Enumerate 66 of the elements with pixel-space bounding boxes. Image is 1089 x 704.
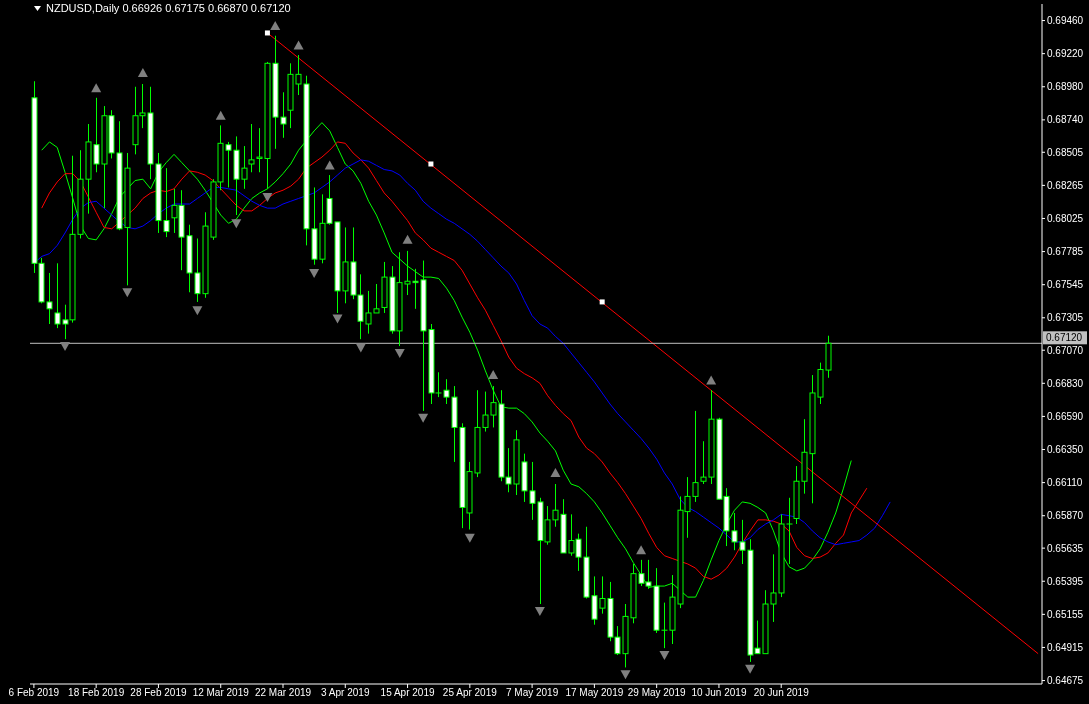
point — [270, 21, 281, 31]
point — [534, 606, 545, 616]
point — [706, 375, 717, 385]
point — [262, 193, 273, 203]
y-tick-label: 0.68265 — [1047, 179, 1084, 191]
y-tick-label: 0.67785 — [1047, 246, 1084, 258]
point — [137, 67, 148, 77]
ref-line-label: 0.67120 — [1046, 332, 1083, 344]
y-tick-label: 0.65395 — [1047, 575, 1084, 587]
x-tick-label: 6 Feb 2019 — [8, 687, 60, 699]
point — [464, 533, 475, 543]
point — [620, 670, 631, 680]
candlestick — [248, 123, 255, 173]
y-tick-label: 0.69220 — [1047, 48, 1084, 60]
x-tick-label: 3 Apr 2019 — [321, 687, 370, 699]
y-tick-label: 0.66110 — [1047, 477, 1083, 489]
point — [332, 314, 343, 324]
y-tick-label: 0.68025 — [1047, 213, 1084, 225]
x-tick-label: 10 Jun 2019 — [691, 687, 747, 699]
x-tick-label: 20 Jun 2019 — [753, 687, 810, 699]
x-tick-label: 25 Apr 2019 — [442, 687, 498, 699]
y-tick-label: 0.67070 — [1047, 344, 1084, 356]
point — [402, 234, 413, 244]
x-tick-label: 7 May 2019 — [505, 687, 559, 699]
y-tick-label: 0.66350 — [1047, 444, 1084, 456]
point — [264, 30, 270, 36]
x-tick-label: 17 May 2019 — [565, 687, 624, 699]
chart-title: NZDUSD,Daily 0.66926 0.67175 0.66870 0.67120 — [46, 2, 291, 14]
point — [394, 348, 405, 358]
point — [324, 160, 335, 170]
y-tick-label: 0.69460 — [1047, 15, 1084, 27]
y-tick-label: 0.64915 — [1047, 642, 1084, 653]
point — [122, 288, 133, 298]
point — [428, 161, 434, 167]
x-tick-label: 29 May 2019 — [627, 687, 686, 699]
y-tick-label: 0.65155 — [1047, 608, 1084, 620]
x-tick-label: 28 Feb 2019 — [130, 687, 187, 699]
y-tick-label: 0.65870 — [1047, 510, 1084, 522]
point — [488, 370, 499, 380]
point — [60, 342, 71, 352]
x-tick-label: 18 Feb 2019 — [68, 687, 125, 699]
point — [599, 299, 605, 305]
point — [293, 40, 304, 50]
point — [659, 651, 670, 661]
y-tick-label: 0.64675 — [1047, 675, 1084, 687]
point — [355, 343, 366, 353]
point — [636, 545, 647, 555]
y-tick-label: 0.66830 — [1047, 377, 1084, 389]
y-tick-label: 0.67545 — [1047, 279, 1084, 291]
y-tick-label: 0.68505 — [1047, 146, 1084, 158]
point — [215, 110, 226, 120]
point — [192, 306, 203, 316]
point — [91, 83, 102, 93]
y-tick-label: 0.67305 — [1047, 312, 1084, 324]
point — [418, 413, 429, 423]
y-tick-label: 0.68980 — [1047, 81, 1084, 93]
y-tick-label: 0.65635 — [1047, 542, 1084, 554]
point — [745, 664, 756, 674]
point — [309, 268, 320, 278]
x-tick-label: 15 Apr 2019 — [380, 687, 435, 699]
x-tick-label: 22 Mar 2019 — [254, 687, 312, 699]
point — [231, 219, 242, 229]
x-tick-label: 12 Mar 2019 — [192, 687, 250, 699]
y-tick-label: 0.66590 — [1047, 410, 1084, 422]
point — [550, 467, 561, 477]
y-tick-label: 0.68740 — [1047, 114, 1084, 126]
